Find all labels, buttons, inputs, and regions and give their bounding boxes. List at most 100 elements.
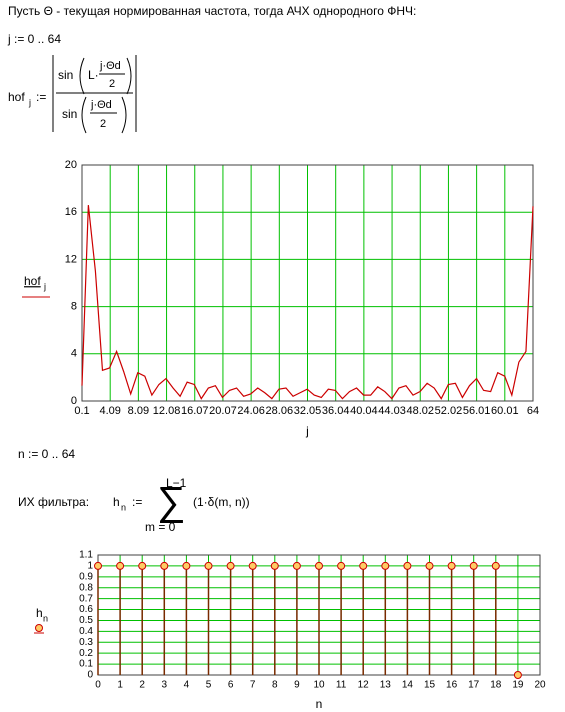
x-axis-label: n	[316, 697, 323, 711]
x-tick-label: 5	[206, 680, 212, 691]
x-tick-label: 15	[424, 680, 436, 691]
x-tick-label: 8.09	[128, 405, 149, 417]
sum-body: (1·δ(m, n))	[193, 495, 250, 509]
x-tick-label: 4	[184, 680, 190, 691]
x-tick-label: 36.04	[322, 405, 350, 417]
range-n: n := 0 .. 64	[18, 447, 75, 461]
y-tick-label: 1.1	[79, 550, 93, 561]
sum-sign: ∑	[157, 480, 186, 524]
x-tick-label: 17	[468, 680, 480, 691]
den-frac-top: j·Θd	[90, 99, 112, 111]
stem-marker	[337, 561, 346, 570]
stem-marker	[403, 561, 412, 570]
lhs: h	[113, 495, 120, 509]
legend-name: hof	[24, 274, 41, 288]
x-tick-label: 20.07	[209, 405, 237, 417]
stem-marker	[447, 561, 456, 570]
lhs-sub: n	[121, 502, 126, 512]
x-tick-label: 16	[446, 680, 458, 691]
x-tick-label: 52.02	[435, 405, 463, 417]
legend-marker	[35, 624, 43, 632]
paren	[121, 96, 127, 134]
x-tick-label: 14	[402, 680, 414, 691]
x-tick-label: 0	[95, 680, 101, 691]
stem-marker	[425, 561, 434, 570]
assign: :=	[132, 495, 142, 509]
y-tick-label: 0.5	[79, 615, 93, 626]
x-tick-label: 19	[512, 680, 524, 691]
range-j: j := 0 .. 64	[7, 32, 61, 46]
stem-marker	[359, 561, 368, 570]
num-arg: L·	[88, 68, 99, 82]
x-tick-label: 8	[272, 680, 278, 691]
stem-marker	[315, 561, 323, 570]
stem-marker	[248, 561, 257, 570]
y-tick-label: 8	[71, 301, 77, 313]
y-tick-label: 0	[87, 670, 93, 681]
stem-marker	[226, 561, 235, 570]
x-tick-label: 60.01	[491, 405, 519, 417]
num-frac-bottom: 2	[109, 78, 115, 90]
x-tick-label: 11	[336, 680, 347, 691]
x-tick-label: 48.02	[406, 405, 434, 417]
x-tick-label: 1	[117, 680, 123, 691]
den-fn: sin	[62, 107, 77, 121]
legend-sub: n	[43, 613, 48, 623]
x-tick-label: 40.04	[350, 405, 378, 417]
x-tick-label: 12	[358, 680, 370, 691]
stem-marker	[469, 561, 478, 570]
x-tick-label: 13	[380, 680, 392, 691]
x-tick-label: 2	[139, 680, 145, 691]
x-tick-label: 10	[313, 680, 325, 691]
x-tick-label: 18	[490, 680, 502, 691]
x-tick-label: 0.1	[74, 405, 89, 417]
stem-marker	[182, 561, 191, 570]
stem-marker	[138, 561, 147, 570]
stem-marker	[204, 561, 213, 570]
y-tick-label: 12	[65, 253, 77, 265]
legend-name: h	[36, 606, 43, 620]
plot-frame	[81, 164, 534, 402]
y-tick-label: 4	[71, 348, 77, 360]
y-tick-label: 0.7	[79, 593, 93, 604]
formula-h: h n := L−1 ∑ m = 0 (1·δ(m, n))	[113, 476, 250, 534]
y-tick-label: 0.9	[79, 571, 93, 582]
x-tick-label: 4.09	[99, 405, 120, 417]
x-tick-label: 3	[162, 680, 168, 691]
y-tick-label: 1	[87, 561, 93, 572]
x-tick-label: 28.06	[266, 405, 294, 417]
x-tick-label: 44.03	[378, 405, 406, 417]
stem-marker	[292, 561, 301, 570]
x-axis-label: j	[305, 424, 309, 438]
y-tick-label: 0.2	[79, 648, 93, 659]
ir-label: ИХ фильтра:	[18, 495, 89, 509]
den-frac-bottom: 2	[100, 118, 106, 130]
y-tick-label: 20	[65, 159, 77, 171]
stem-marker	[116, 561, 125, 570]
x-tick-label: 32.05	[294, 405, 322, 417]
paren	[79, 57, 85, 95]
lhs: hof	[8, 90, 25, 104]
y-tick-label: 16	[65, 206, 77, 218]
y-tick-label: 0.8	[79, 582, 93, 593]
num-fn: sin	[58, 68, 73, 82]
lhs-sub: j	[28, 97, 31, 107]
formula-hof: hof j := sin L· j·Θd 2 sin j·Θd 2	[8, 55, 137, 134]
x-tick-label: 24.06	[237, 405, 265, 417]
stem-marker	[94, 561, 102, 570]
stem-marker	[160, 561, 169, 570]
x-tick-label: 7	[250, 680, 256, 691]
x-tick-label: 6	[228, 680, 234, 691]
stem-marker	[491, 561, 500, 570]
header: Пусть Θ - текущая нормированная частота,…	[8, 4, 416, 18]
x-tick-label: 12.08	[153, 405, 181, 417]
x-tick-label: 9	[294, 680, 300, 691]
series-line	[81, 205, 534, 400]
sum-bottom: m = 0	[145, 520, 176, 534]
sum-top: L−1	[166, 476, 187, 490]
stem-marker	[513, 671, 522, 679]
y-tick-label: 0.6	[79, 604, 93, 615]
